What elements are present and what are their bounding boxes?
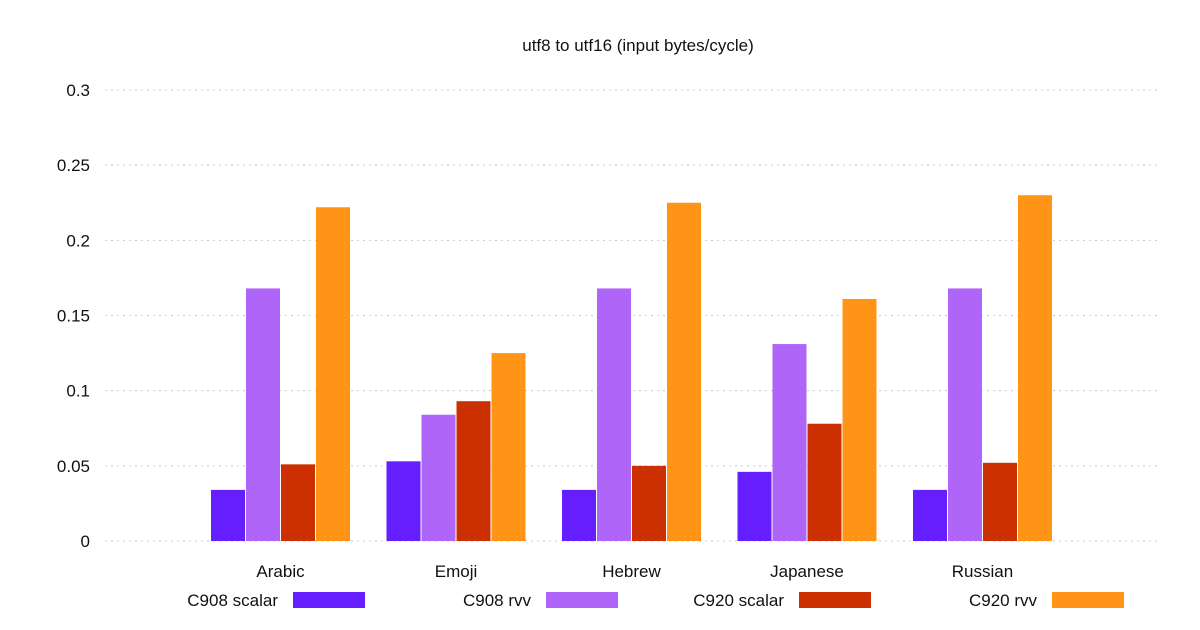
legend-item: C920 rvv	[969, 591, 1124, 610]
y-tick-label: 0.1	[66, 382, 90, 401]
legend-swatch	[1052, 592, 1124, 608]
legend-swatch	[293, 592, 365, 608]
bar	[316, 207, 350, 541]
legend-swatch	[799, 592, 871, 608]
bar	[1018, 195, 1052, 541]
legend-item: C920 scalar	[693, 591, 871, 610]
y-tick-label: 0.25	[57, 156, 90, 175]
legend: C908 scalar C908 rvv C920 scalar C920 rvv	[187, 591, 1124, 610]
bar	[491, 353, 526, 541]
bar	[772, 344, 807, 541]
y-tick-label: 0.15	[57, 307, 90, 326]
legend-swatch	[546, 592, 618, 608]
bar	[211, 489, 245, 541]
x-axis: Arabic Emoji Hebrew Japanese Russian	[256, 562, 1013, 581]
x-tick-label: Russian	[952, 562, 1013, 581]
bar	[983, 462, 1017, 541]
y-tick-label: 0	[81, 532, 90, 551]
y-tick-label: 0.3	[66, 81, 90, 100]
bar	[807, 423, 842, 541]
x-tick-label: Emoji	[435, 562, 478, 581]
x-tick-label: Hebrew	[602, 562, 661, 581]
bars	[211, 195, 1052, 541]
bar	[597, 288, 631, 541]
y-axis: 0 0.05 0.1 0.15 0.2 0.25 0.3	[57, 81, 90, 551]
legend-label: C908 rvv	[463, 591, 532, 610]
bar	[421, 414, 456, 541]
legend-label: C908 scalar	[187, 591, 278, 610]
legend-item: C908 scalar	[187, 591, 365, 610]
x-tick-label: Arabic	[256, 562, 305, 581]
legend-item: C908 rvv	[463, 591, 618, 610]
bar	[737, 471, 772, 541]
bar	[913, 489, 947, 541]
gridlines	[105, 89, 1160, 542]
chart-title: utf8 to utf16 (input bytes/cycle)	[522, 36, 754, 55]
bar	[948, 288, 982, 541]
bar	[386, 461, 421, 541]
legend-label: C920 scalar	[693, 591, 784, 610]
legend-label: C920 rvv	[969, 591, 1038, 610]
bar	[246, 288, 280, 541]
y-tick-label: 0.05	[57, 457, 90, 476]
bar	[667, 202, 701, 541]
bar	[456, 401, 491, 541]
bar	[281, 464, 315, 541]
bar	[632, 465, 666, 541]
y-tick-label: 0.2	[66, 231, 90, 250]
bar	[562, 489, 596, 541]
x-tick-label: Japanese	[770, 562, 844, 581]
bar	[842, 298, 877, 541]
